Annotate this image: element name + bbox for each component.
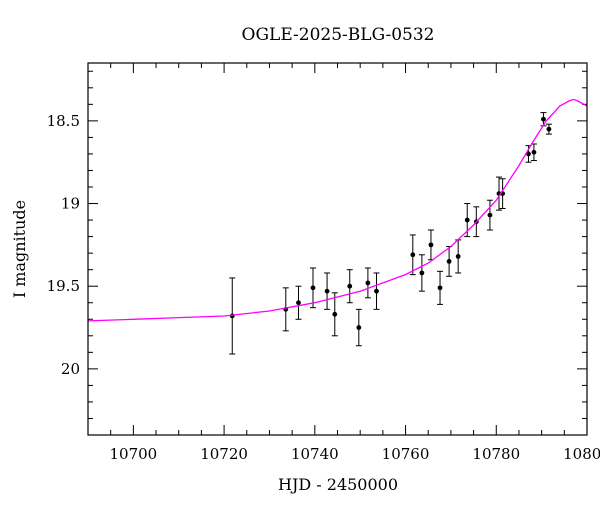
data-point [455,254,461,259]
axis-ticks [87,63,588,436]
data-point [526,151,531,157]
x-tick-label: 10800 [563,445,600,463]
chart-title: OGLE-2025-BLG-0532 [242,25,435,45]
plot-frame [87,62,588,436]
data-point [374,288,379,294]
data-point [332,311,338,317]
plot-area [88,98,587,355]
y-tick-label: 19.5 [47,277,80,295]
data-point [410,252,416,258]
x-tick-label: 10780 [472,445,520,463]
plot-data [88,98,587,355]
data-point [419,270,425,276]
y-tick-label: 19 [61,195,80,213]
y-tick-label: 18.5 [47,112,80,130]
data-point [365,280,371,286]
x-tick-label: 10700 [110,445,158,463]
data-point [347,283,353,289]
data-point [356,325,362,330]
data-point [437,285,443,291]
x-tick-label: 10760 [382,445,430,463]
y-axis-label: I magnitude [10,200,29,298]
x-axis-label: HJD - 2450000 [278,475,398,494]
axis-tick-labels: 10700 10720 10740 10760 10780 10800 18.5 19 19.5… [47,112,600,463]
data-point [531,149,537,155]
data-point [487,212,493,218]
data-point [541,116,546,122]
data-point [310,285,316,291]
data-point [296,300,301,306]
y-tick-label: 20 [61,360,80,378]
data-point [464,217,470,223]
data-point [324,288,330,294]
data-point [446,259,452,264]
x-tick-label: 10720 [200,445,248,463]
data-point [546,126,552,132]
data-point [428,242,434,248]
model-curve [88,98,587,322]
x-tick-label: 10740 [291,445,339,463]
